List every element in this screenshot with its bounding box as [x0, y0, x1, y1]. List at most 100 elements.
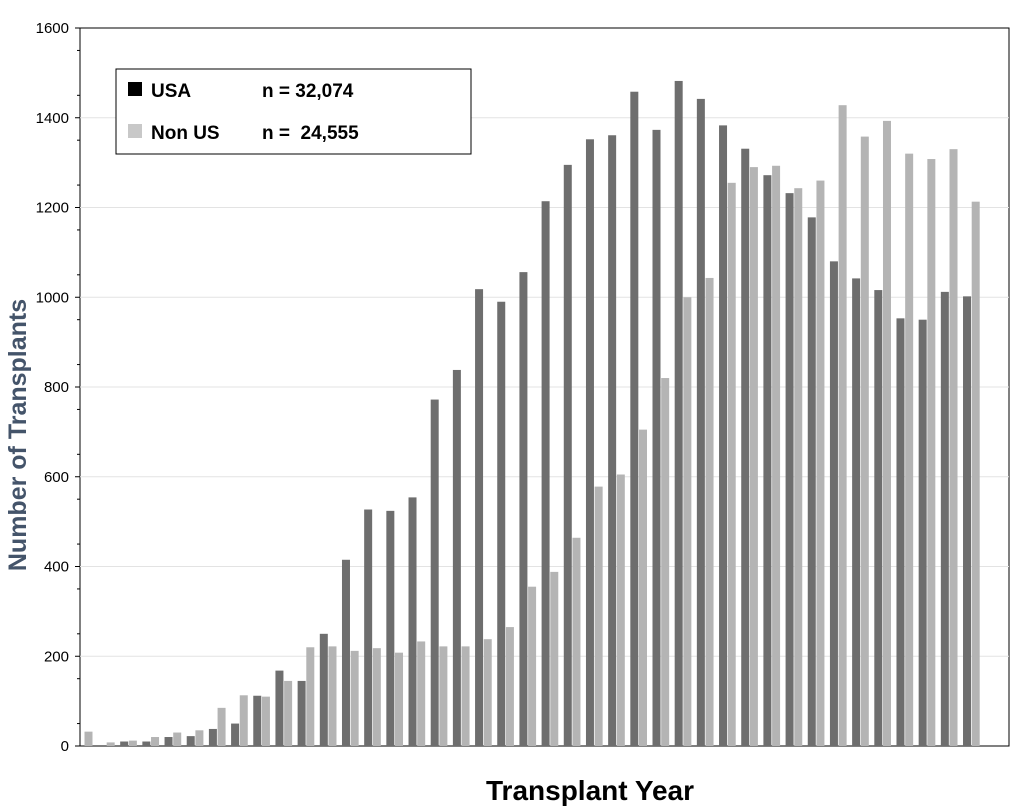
bar-non-us	[328, 646, 337, 746]
bar-non-us	[971, 201, 980, 747]
legend-label-usa: USA	[151, 81, 191, 102]
bar-non-us	[173, 732, 182, 746]
bar-usa	[341, 559, 350, 746]
bar-non-us	[572, 537, 581, 746]
bar-non-us	[372, 648, 381, 746]
x-axis-title: Transplant Year	[486, 775, 694, 806]
bar-non-us	[195, 730, 204, 746]
bar-non-us	[483, 639, 492, 746]
bar-usa	[541, 201, 550, 747]
bar-usa	[963, 296, 972, 746]
bar-non-us	[284, 680, 293, 746]
bar-non-us	[882, 120, 891, 746]
legend-box	[115, 68, 472, 155]
legend-swatch-non-us	[128, 124, 142, 138]
bar-non-us	[505, 627, 514, 746]
bar-non-us	[128, 740, 137, 746]
bar-non-us	[683, 297, 692, 746]
bar-non-us	[350, 650, 359, 746]
bar-non-us	[550, 571, 559, 746]
bar-non-us	[84, 731, 93, 746]
bar-non-us	[306, 647, 315, 746]
bar-usa	[608, 135, 617, 746]
bar-usa	[918, 319, 927, 746]
bar-usa	[475, 289, 484, 746]
bar-usa	[652, 129, 661, 746]
y-tick-label: 1000	[36, 289, 69, 306]
bar-usa	[164, 737, 173, 746]
bar-non-us	[794, 188, 803, 746]
legend-label-non-us: Non US	[151, 123, 220, 144]
bar-non-us	[927, 159, 936, 746]
bar-non-us	[151, 737, 160, 746]
bar-usa	[674, 80, 683, 746]
legend-swatch-usa	[128, 82, 142, 96]
bar-non-us	[106, 742, 115, 746]
bar-non-us	[661, 378, 670, 746]
bar-non-us	[461, 646, 470, 746]
bar-non-us	[528, 586, 537, 746]
bar-non-us	[949, 149, 958, 746]
bar-usa	[208, 728, 217, 746]
y-tick-label: 400	[44, 559, 69, 576]
bar-non-us	[439, 646, 448, 746]
y-tick-label: 800	[44, 379, 69, 396]
bar-non-us	[905, 153, 914, 746]
bar-non-us	[727, 182, 736, 746]
bar-non-us	[239, 695, 248, 746]
bar-usa	[807, 217, 816, 746]
bar-non-us	[838, 105, 847, 746]
y-tick-label: 1400	[36, 110, 69, 127]
bar-non-us	[860, 136, 869, 747]
bar-usa	[719, 125, 728, 746]
bar-usa	[519, 272, 528, 746]
bar-usa	[408, 497, 417, 746]
legend: USA n = 32,074 Non US n = 24,555	[115, 68, 472, 155]
bar-usa	[696, 98, 705, 746]
bar-usa	[829, 261, 838, 746]
bar-usa	[940, 291, 949, 746]
bar-usa	[874, 290, 883, 746]
legend-n-non-us: n = 24,555	[262, 123, 359, 144]
bar-non-us	[639, 429, 647, 746]
y-axis-title: Number of Transplants	[4, 299, 32, 571]
legend-n-usa: n = 32,074	[262, 81, 354, 102]
bar-usa	[452, 369, 461, 746]
bar-non-us	[217, 707, 226, 746]
bar-usa	[896, 318, 905, 746]
bar-usa	[852, 278, 861, 746]
y-tick-label: 600	[44, 469, 69, 486]
bar-non-us	[594, 486, 603, 746]
bar-usa	[585, 139, 594, 747]
bar-non-us	[816, 180, 825, 746]
bar-non-us	[616, 474, 625, 746]
bar-usa	[253, 695, 262, 746]
bar-usa	[120, 741, 129, 746]
bar-usa	[231, 723, 240, 746]
y-tick-label: 1200	[36, 200, 69, 217]
bar-non-us	[417, 641, 426, 746]
bar-usa	[275, 670, 284, 746]
bar-usa	[630, 91, 639, 747]
y-tick-label: 1600	[36, 20, 69, 37]
y-tick-label: 0	[61, 738, 69, 755]
bar-usa	[785, 193, 794, 746]
bar-usa	[386, 510, 395, 746]
bar-usa	[297, 680, 306, 746]
bar-non-us	[395, 652, 404, 746]
bar-usa	[319, 633, 328, 746]
bar-non-us	[749, 167, 758, 747]
y-tick-label: 200	[44, 648, 69, 665]
bar-usa	[763, 175, 772, 746]
bar-non-us	[705, 277, 714, 746]
bar-non-us	[261, 696, 270, 746]
bar-usa	[563, 164, 572, 746]
bar-usa	[364, 509, 373, 746]
bar-usa	[741, 148, 750, 746]
bars	[84, 80, 980, 747]
bar-usa	[142, 741, 151, 746]
bar-usa	[430, 399, 439, 746]
bar-non-us	[772, 165, 781, 746]
bar-usa	[497, 301, 506, 746]
